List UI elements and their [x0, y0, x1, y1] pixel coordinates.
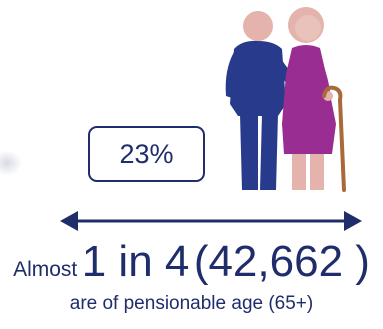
double-headed-arrow-icon	[60, 211, 362, 231]
headline-caption: are of pensionable age (65+)	[69, 293, 314, 314]
percentage-badge: 23%	[88, 126, 205, 182]
elderly-couple-icon	[225, 7, 346, 192]
walking-cane	[322, 85, 346, 192]
decorative-shadow	[0, 150, 22, 176]
headline-prefix: Almost	[13, 258, 78, 281]
headline-count: (42,662 )	[193, 237, 370, 286]
percentage-value: 23%	[119, 138, 174, 169]
headline-statistic: Almost 1 in 4 (42,662 )	[0, 240, 383, 284]
elderly-woman-figure	[282, 7, 336, 190]
headline-ratio: 1 in 4	[81, 237, 190, 286]
